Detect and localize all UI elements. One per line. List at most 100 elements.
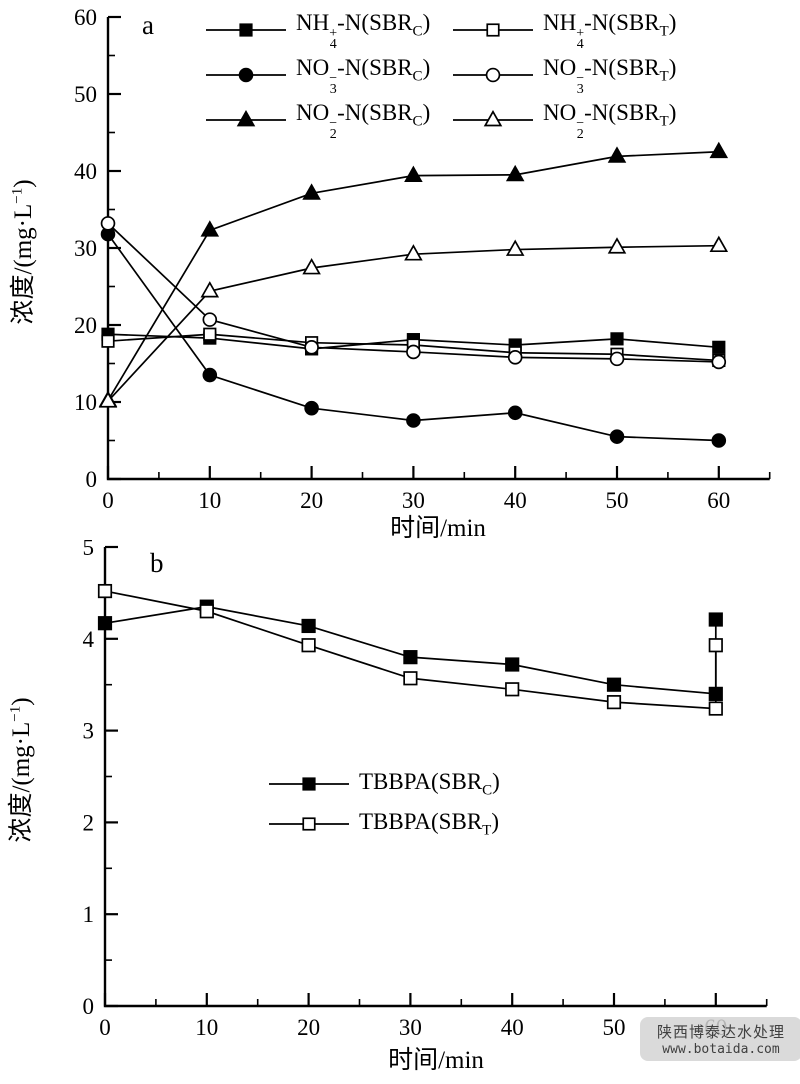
- data-point-tbbpa-t: [199, 604, 214, 619]
- data-point-no2-t: [404, 244, 423, 261]
- legend-marker-circle-open-icon: [453, 67, 533, 83]
- data-point-no2-t: [709, 235, 729, 253]
- data-point-tbbpa-c: [606, 677, 622, 692]
- data-point-tbbpa-t: [708, 638, 723, 653]
- legend-marker-square-filled-icon: [269, 777, 349, 791]
- legend-marker-square-open-icon: [453, 23, 533, 37]
- legend-item-tbbpa-t: TBBPA(SBRT): [268, 807, 500, 841]
- reactor-subscript: C: [482, 782, 493, 799]
- panel-a-label: a: [142, 10, 154, 40]
- y-tick-label: 50: [74, 82, 97, 107]
- panel-a-x-axis-title: 时间/min: [390, 515, 486, 542]
- data-point-nh4-c: [610, 332, 624, 346]
- data-point-no2-c: [302, 183, 321, 200]
- panel-a-chart-canvas: 0 10 20 30 40 50 60 0 10 20 30 40 50 60: [74, 5, 771, 513]
- panel-b-x-axis-title: 时间/min: [388, 1047, 484, 1074]
- x-tick-label: 30: [399, 1015, 422, 1040]
- reactor-subscript: T: [659, 113, 669, 130]
- sub-sup-stack: +4: [329, 26, 338, 52]
- data-point-no2-t: [98, 391, 118, 408]
- data-point-tbbpa-c: [97, 616, 113, 631]
- data-point-no2-c: [404, 165, 423, 182]
- legend-item-no2-c: NO −2 -N(SBRC): [205, 100, 431, 142]
- legend-item-no3-t: NO −3 -N(SBRT): [452, 55, 677, 97]
- series-line-tbbpa-c: [104, 605, 717, 695]
- data-point-no3-t: [304, 340, 319, 355]
- series-line-tbbpa-t: [104, 590, 717, 710]
- series-line-no2-c: [107, 150, 719, 401]
- reactor-subscript: C: [412, 23, 423, 40]
- x-tick-label: 20: [297, 1015, 320, 1040]
- data-point-no2-c: [200, 220, 220, 237]
- data-point-tbbpa-t: [708, 701, 723, 716]
- sub-sup-stack: +4: [576, 26, 585, 52]
- sub-sup-stack: −2: [329, 116, 338, 142]
- legend-marker-triangle-filled-icon: [206, 109, 286, 127]
- x-tick-label: 10: [198, 488, 221, 513]
- legend-marker-circle-filled-icon: [206, 67, 286, 83]
- y-tick-label: 40: [74, 159, 97, 184]
- data-point-tbbpa-t: [505, 682, 520, 697]
- data-point-tbbpa-c: [505, 657, 520, 672]
- legend-label-no2-c: NO −2 -N(SBRC): [296, 100, 431, 142]
- x-tick-label: 40: [501, 1015, 524, 1040]
- data-point-tbbpa-c: [708, 612, 723, 627]
- legend-marker-glyph: [486, 23, 500, 37]
- y-title-suffix-b: ): [8, 697, 35, 706]
- legend-marker-square-filled-icon: [206, 23, 286, 37]
- legend-label-tbbpa-t: TBBPA(SBRT): [359, 808, 499, 839]
- watermark-company-text: 陕西博泰达水处理: [656, 1025, 785, 1041]
- y-tick-label: 5: [83, 540, 95, 560]
- data-point-no3-t: [100, 216, 116, 231]
- legend-marker-glyph: [485, 67, 501, 83]
- data-point-no3-t: [507, 350, 523, 365]
- legend-marker-glyph: [239, 23, 253, 37]
- panel-b-y-axis-title: 浓度/(mg·L−1): [1, 697, 37, 842]
- y-tick-label: 10: [74, 390, 97, 415]
- y-title-text-a: 浓度/(mg·L: [10, 203, 37, 325]
- data-point-tbbpa-t: [403, 671, 418, 686]
- sub-sup-stack: −3: [329, 71, 338, 97]
- legend-item-nh4-t: NH +4 -N(SBRT): [452, 10, 677, 52]
- y-tick-label: 60: [74, 5, 97, 30]
- data-point-tbbpa-c: [301, 618, 316, 634]
- y-tick-label: 0: [83, 994, 95, 1019]
- data-point-no2-c: [607, 146, 627, 163]
- legend-marker-glyph: [302, 817, 316, 831]
- legend-item-no3-c: NO −3 -N(SBRC): [205, 55, 430, 97]
- data-point-no2-t: [302, 258, 321, 275]
- sub-sup-stack: −3: [576, 71, 585, 97]
- data-point-tbbpa-c: [403, 650, 418, 665]
- legend-marker-glyph: [483, 109, 503, 127]
- panel-a-legend-column-1: NH +4 -N(SBRC) NO −3 -N(SBRC) NO −2 -N(SBRC): [205, 10, 431, 142]
- legend-marker-glyph: [236, 109, 256, 127]
- data-point-no2-t: [200, 281, 220, 298]
- data-point-no3-t: [406, 344, 421, 360]
- panel-b-label: b: [150, 548, 164, 578]
- x-tick-label: 60: [707, 488, 730, 513]
- data-point-no2-t: [607, 237, 627, 254]
- legend-label-no3-t: NO −3 -N(SBRT): [543, 55, 677, 97]
- data-point-no3-t: [202, 312, 218, 327]
- data-point-no2-t: [505, 239, 525, 256]
- data-point-no3-c: [711, 433, 727, 448]
- panel-a-legend-column-2: NH +4 -N(SBRT) NO −3 -N(SBRT) NO −2 -N(SBRT): [452, 10, 677, 142]
- data-point-no3-c: [202, 367, 218, 383]
- data-point-nh4-t: [203, 327, 217, 341]
- x-tick-label: 0: [102, 488, 114, 513]
- legend-marker-square-open-icon: [269, 817, 349, 831]
- legend-label-nh4-c: NH +4 -N(SBRC): [296, 10, 431, 52]
- y-title-suffix-a: ): [10, 179, 37, 188]
- legend-marker-glyph: [302, 777, 316, 791]
- y-tick-label: 1: [83, 902, 95, 927]
- reactor-subscript: C: [412, 113, 423, 130]
- sub-sup-stack: −2: [576, 116, 585, 142]
- x-tick-label: 20: [300, 488, 323, 513]
- legend-label-nh4-t: NH +4 -N(SBRT): [543, 10, 677, 52]
- legend-item-tbbpa-c: TBBPA(SBRC): [268, 767, 500, 801]
- y-tick-label: 3: [83, 719, 95, 744]
- x-tick-label: 40: [504, 488, 527, 513]
- y-tick-label: 2: [83, 810, 95, 835]
- series-line-no2-t: [107, 244, 719, 402]
